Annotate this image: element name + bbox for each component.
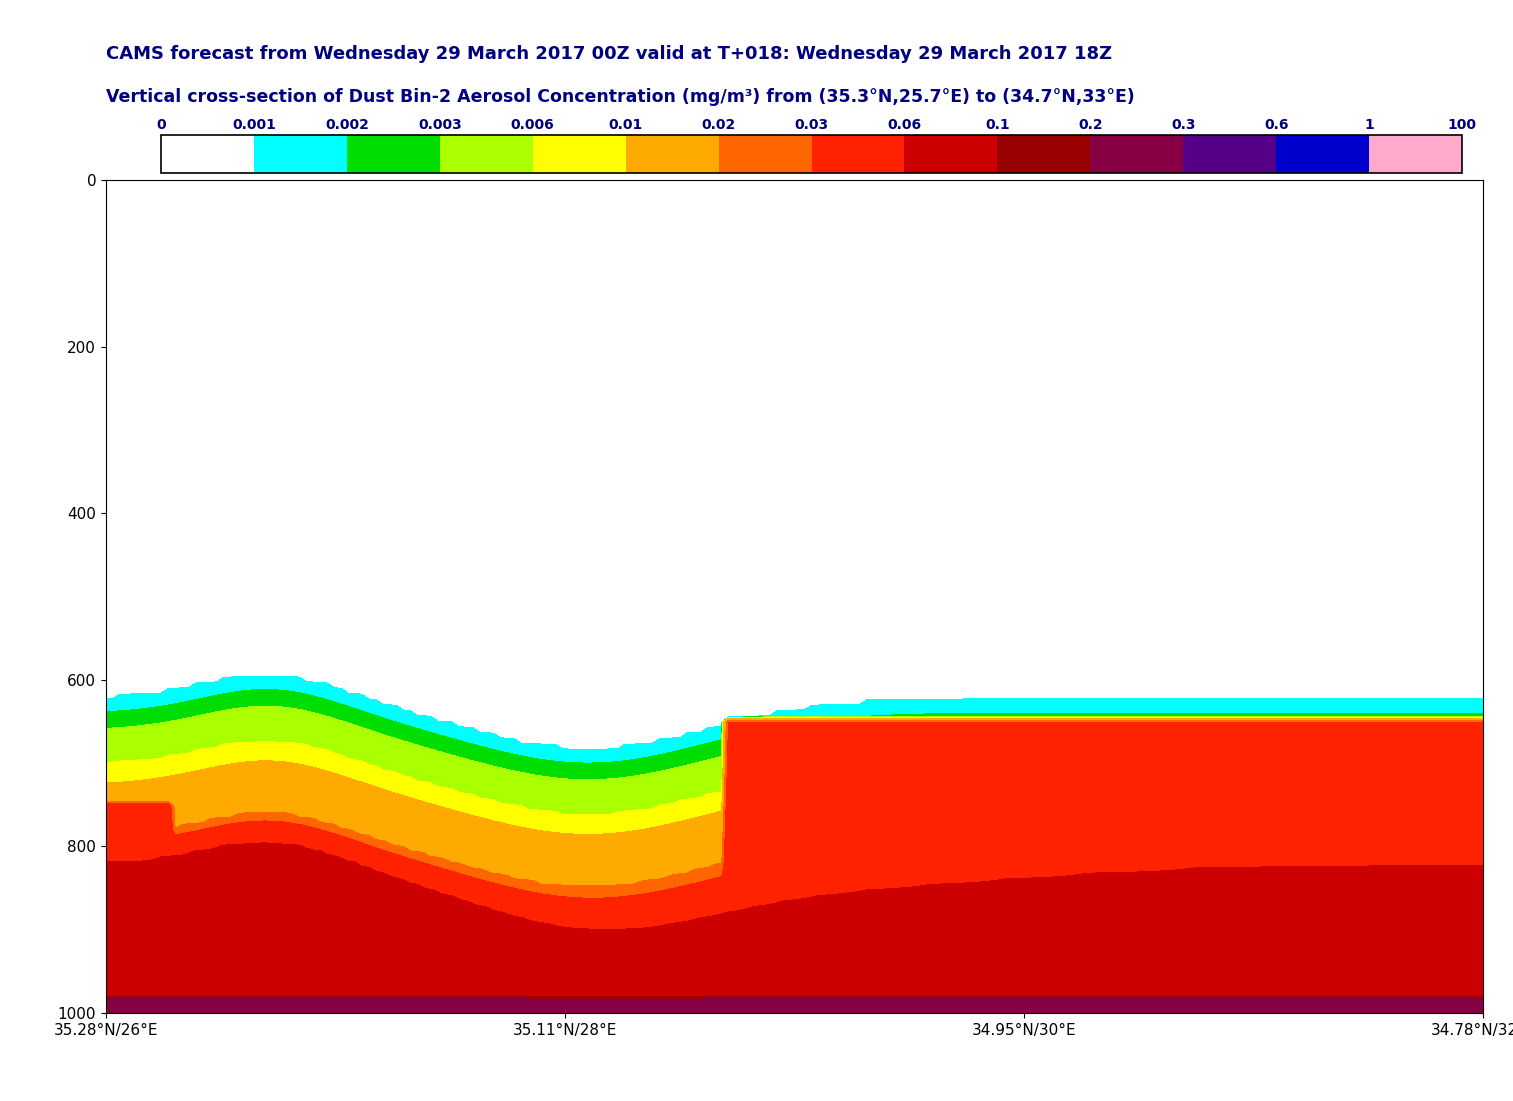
- Text: 0.01: 0.01: [608, 118, 643, 132]
- Bar: [533, 135, 626, 173]
- Bar: [1091, 135, 1183, 173]
- Text: 0.003: 0.003: [418, 118, 461, 132]
- Bar: [905, 135, 997, 173]
- Bar: [811, 135, 905, 173]
- Bar: [160, 135, 1462, 173]
- Bar: [1183, 135, 1277, 173]
- Bar: [626, 135, 719, 173]
- Text: 0: 0: [156, 118, 166, 132]
- Bar: [440, 135, 533, 173]
- Bar: [346, 135, 440, 173]
- Bar: [160, 135, 254, 173]
- Text: 1: 1: [1365, 118, 1374, 132]
- Bar: [719, 135, 811, 173]
- Text: 0.002: 0.002: [325, 118, 369, 132]
- Text: 0.03: 0.03: [794, 118, 829, 132]
- Text: 0.1: 0.1: [985, 118, 1009, 132]
- Text: 0.6: 0.6: [1263, 118, 1289, 132]
- Text: 0.2: 0.2: [1079, 118, 1103, 132]
- Text: 0.3: 0.3: [1171, 118, 1195, 132]
- Bar: [254, 135, 346, 173]
- Text: 0.006: 0.006: [511, 118, 555, 132]
- Text: Vertical cross-section of Dust Bin-2 Aerosol Concentration (mg/m³) from (35.3°N,: Vertical cross-section of Dust Bin-2 Aer…: [106, 88, 1135, 106]
- Text: 0.06: 0.06: [888, 118, 921, 132]
- Text: 0.001: 0.001: [231, 118, 275, 132]
- Text: CAMS forecast from Wednesday 29 March 2017 00Z valid at T+018: Wednesday 29 Marc: CAMS forecast from Wednesday 29 March 20…: [106, 45, 1112, 63]
- Bar: [1369, 135, 1462, 173]
- Text: 0.02: 0.02: [702, 118, 735, 132]
- Text: 100: 100: [1448, 118, 1477, 132]
- Bar: [997, 135, 1091, 173]
- Bar: [1275, 135, 1369, 173]
